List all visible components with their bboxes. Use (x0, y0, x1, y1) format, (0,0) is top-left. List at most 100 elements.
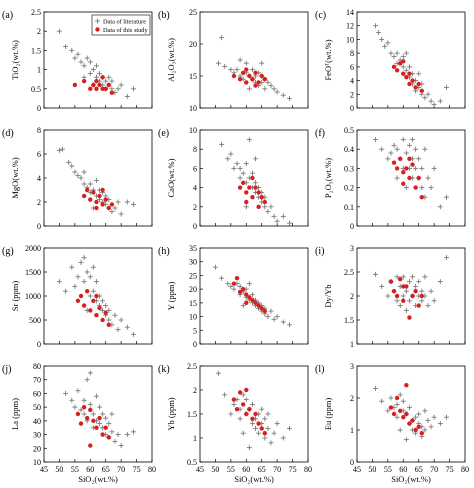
x-tick-label: 55 (227, 465, 235, 474)
literature-point (72, 404, 78, 410)
literature-point (391, 142, 397, 148)
literature-point (385, 293, 391, 299)
literature-point (265, 425, 271, 431)
literature-point (225, 156, 231, 162)
study-point (247, 73, 252, 79)
literature-point (425, 417, 431, 423)
plot-frame (43, 11, 153, 109)
y-tick-label: 10 (189, 313, 197, 322)
literature-point (249, 292, 255, 298)
y-tick-label: 500 (29, 316, 41, 325)
study-point (94, 313, 99, 318)
literature-point (397, 427, 403, 433)
study-point (231, 281, 237, 286)
study-point (75, 298, 81, 303)
x-tick-label: 55 (384, 465, 392, 474)
literature-point (219, 275, 225, 281)
literature-point (379, 283, 385, 289)
y-tick-label: 1 (37, 66, 41, 75)
literature-point (109, 429, 115, 435)
y-tick-label: 1500 (25, 268, 41, 277)
y-tick-label: 0.2 (344, 184, 354, 193)
study-point (404, 411, 409, 417)
y-tick-label: 8 (193, 145, 197, 154)
y-tick-label: 1.5 (344, 316, 354, 325)
panel-a: (a) 0 0.5 1 1.5 2 2.5 TiO₂(wt.%) Data of literat… (2, 8, 153, 113)
literature-point (115, 86, 121, 92)
literature-point (425, 91, 431, 97)
literature-point (69, 264, 75, 270)
literature-point (234, 161, 240, 167)
study-point (250, 175, 255, 181)
literature-point (413, 165, 419, 171)
study-point (106, 82, 112, 88)
y-tick-label: 1 (350, 340, 354, 349)
study-point (394, 166, 400, 171)
study-point (407, 81, 412, 87)
y-tick-label: 8 (350, 49, 354, 58)
study-point (401, 59, 406, 64)
study-point (401, 170, 406, 175)
literature-point (100, 411, 106, 417)
study-point (94, 86, 99, 92)
literature-point (115, 327, 121, 333)
study-point (244, 411, 249, 417)
study-point (410, 293, 415, 299)
literature-point (225, 281, 231, 287)
literature-point (112, 438, 118, 444)
literature-point (106, 74, 112, 80)
study-point (419, 88, 424, 94)
y-tick-label: 0.1 (344, 203, 354, 212)
legend-label: Data of literature (103, 19, 146, 26)
y-tick-label: 60 (33, 389, 41, 398)
study-point (247, 407, 252, 412)
study-point (88, 443, 93, 448)
study-point (103, 425, 108, 430)
literature-point (268, 204, 274, 210)
literature-point (124, 199, 130, 205)
y-tick-label: 2 (193, 203, 197, 212)
y-tick-label: 1 (350, 426, 354, 435)
literature-point (271, 86, 277, 92)
y-tick-label: 6 (350, 63, 354, 72)
study-point (404, 284, 409, 289)
y-tick-label: 0.5 (344, 126, 354, 135)
study-point (388, 279, 394, 284)
y-tick-label: 0 (37, 104, 41, 113)
y-tick-label: 2 (350, 394, 354, 403)
literature-point (431, 102, 437, 108)
literature-point (286, 322, 292, 328)
literature-point (93, 279, 99, 285)
study-point (241, 180, 246, 185)
study-point (407, 156, 412, 161)
literature-point (400, 64, 406, 70)
literature-point (400, 293, 406, 299)
literature-point (373, 23, 379, 29)
literature-point (66, 159, 72, 165)
study-point (407, 175, 412, 181)
literature-point (124, 93, 130, 99)
study-point (398, 156, 403, 161)
literature-point (259, 406, 265, 412)
study-point (250, 195, 255, 200)
literature-point (443, 255, 449, 261)
literature-point (373, 137, 379, 143)
literature-point (109, 78, 115, 84)
study-point (391, 411, 397, 417)
study-point (91, 82, 96, 88)
literature-point (416, 156, 422, 162)
literature-point (109, 411, 115, 417)
study-point (91, 418, 96, 424)
study-point (106, 322, 112, 327)
literature-point (240, 430, 246, 436)
literature-point (212, 264, 218, 270)
literature-point (130, 429, 136, 435)
literature-point (249, 401, 255, 407)
study-point (234, 407, 240, 412)
study-point (244, 190, 249, 195)
literature-point (87, 59, 93, 65)
literature-point (81, 411, 87, 417)
x-tick-label: 50 (55, 465, 63, 474)
literature-point (397, 303, 403, 309)
literature-point (124, 324, 130, 330)
